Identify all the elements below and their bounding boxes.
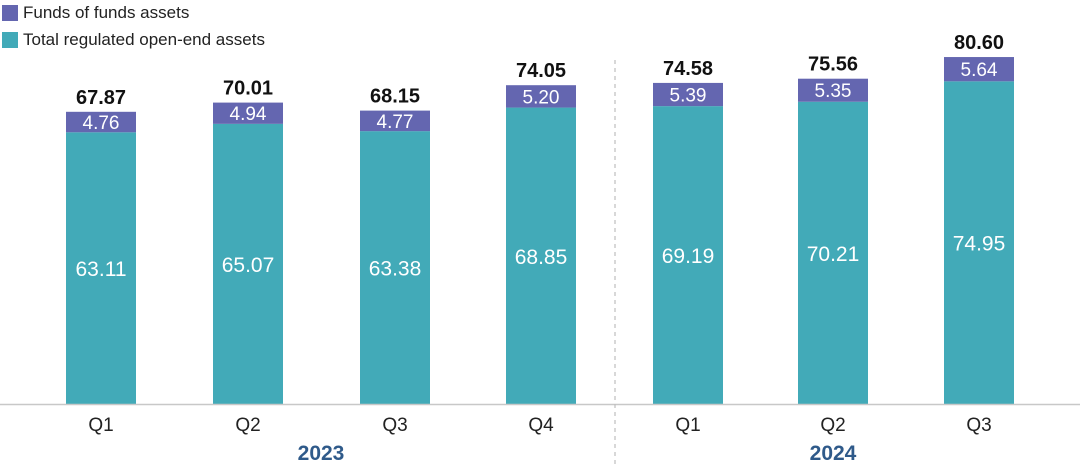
bar-total-3	[360, 131, 430, 404]
x-tick-label-5: Q1	[675, 415, 700, 436]
bar-funds-6	[798, 78, 868, 102]
legend-label-total: Total regulated open-end assets	[23, 30, 265, 49]
bar-funds-4	[506, 85, 576, 108]
bar-total-4	[506, 107, 576, 404]
x-tick-label-6: Q2	[820, 415, 845, 436]
data-label-total-7: 74.95	[953, 233, 1006, 256]
data-label-funds-2: 4.94	[230, 104, 267, 125]
data-label-funds-7: 5.64	[961, 60, 998, 81]
data-label-total-1: 63.11	[76, 258, 127, 281]
data-label-sum-5: 74.58	[663, 58, 713, 80]
x-tick-label-2: Q2	[235, 415, 260, 436]
data-label-total-2: 65.07	[222, 254, 275, 277]
legend-item-total: Total regulated open-end assets	[2, 30, 265, 50]
bar-total-2	[213, 123, 283, 404]
bar-funds-7	[944, 57, 1014, 82]
x-tick-label-1: Q1	[88, 415, 113, 436]
data-label-funds-3: 4.77	[377, 112, 414, 133]
data-label-total-3: 63.38	[369, 258, 422, 281]
bar-total-7	[944, 81, 1014, 405]
legend-label-funds: Funds of funds assets	[23, 3, 190, 22]
data-label-sum-2: 70.01	[223, 78, 273, 100]
bar-funds-5	[653, 82, 723, 107]
data-label-funds-6: 5.35	[815, 81, 852, 102]
x-tick-label-7: Q3	[966, 415, 991, 436]
bar-funds-3	[360, 110, 430, 132]
data-label-total-5: 69.19	[662, 245, 715, 268]
data-label-funds-1: 4.76	[83, 113, 120, 134]
year-label-2023: 2023	[298, 442, 345, 465]
data-label-sum-1: 67.87	[76, 87, 126, 109]
data-label-funds-5: 5.39	[670, 86, 707, 107]
legend-item-funds: Funds of funds assets	[2, 3, 189, 23]
data-label-sum-7: 80.60	[954, 32, 1004, 54]
bar-total-6	[798, 101, 868, 404]
bar-total-1	[66, 132, 136, 404]
x-tick-label-4: Q4	[528, 415, 554, 436]
data-label-total-6: 70.21	[807, 243, 860, 266]
data-label-total-4: 68.85	[515, 246, 568, 269]
legend-swatch-funds	[2, 5, 18, 21]
bar-funds-2	[213, 102, 283, 124]
bar-total-5	[653, 106, 723, 404]
data-label-sum-6: 75.56	[808, 54, 858, 76]
data-label-sum-3: 68.15	[370, 86, 420, 108]
data-label-sum-4: 74.05	[516, 60, 566, 82]
legend-swatch-total	[2, 32, 18, 48]
data-label-funds-4: 5.20	[523, 87, 560, 108]
bar-funds-1	[66, 111, 136, 133]
x-tick-label-3: Q3	[382, 415, 407, 436]
year-label-2024: 2024	[810, 442, 857, 465]
